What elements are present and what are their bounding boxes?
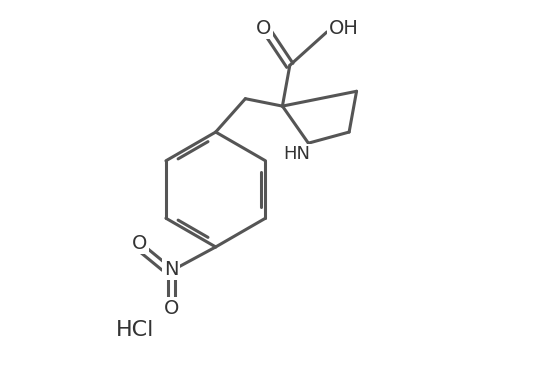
Text: N: N bbox=[164, 260, 178, 279]
Text: HN: HN bbox=[284, 145, 311, 163]
Text: OH: OH bbox=[329, 19, 359, 38]
Text: O: O bbox=[256, 19, 272, 38]
Text: O: O bbox=[132, 234, 147, 253]
Text: O: O bbox=[163, 299, 179, 318]
Text: HCl: HCl bbox=[116, 320, 154, 340]
